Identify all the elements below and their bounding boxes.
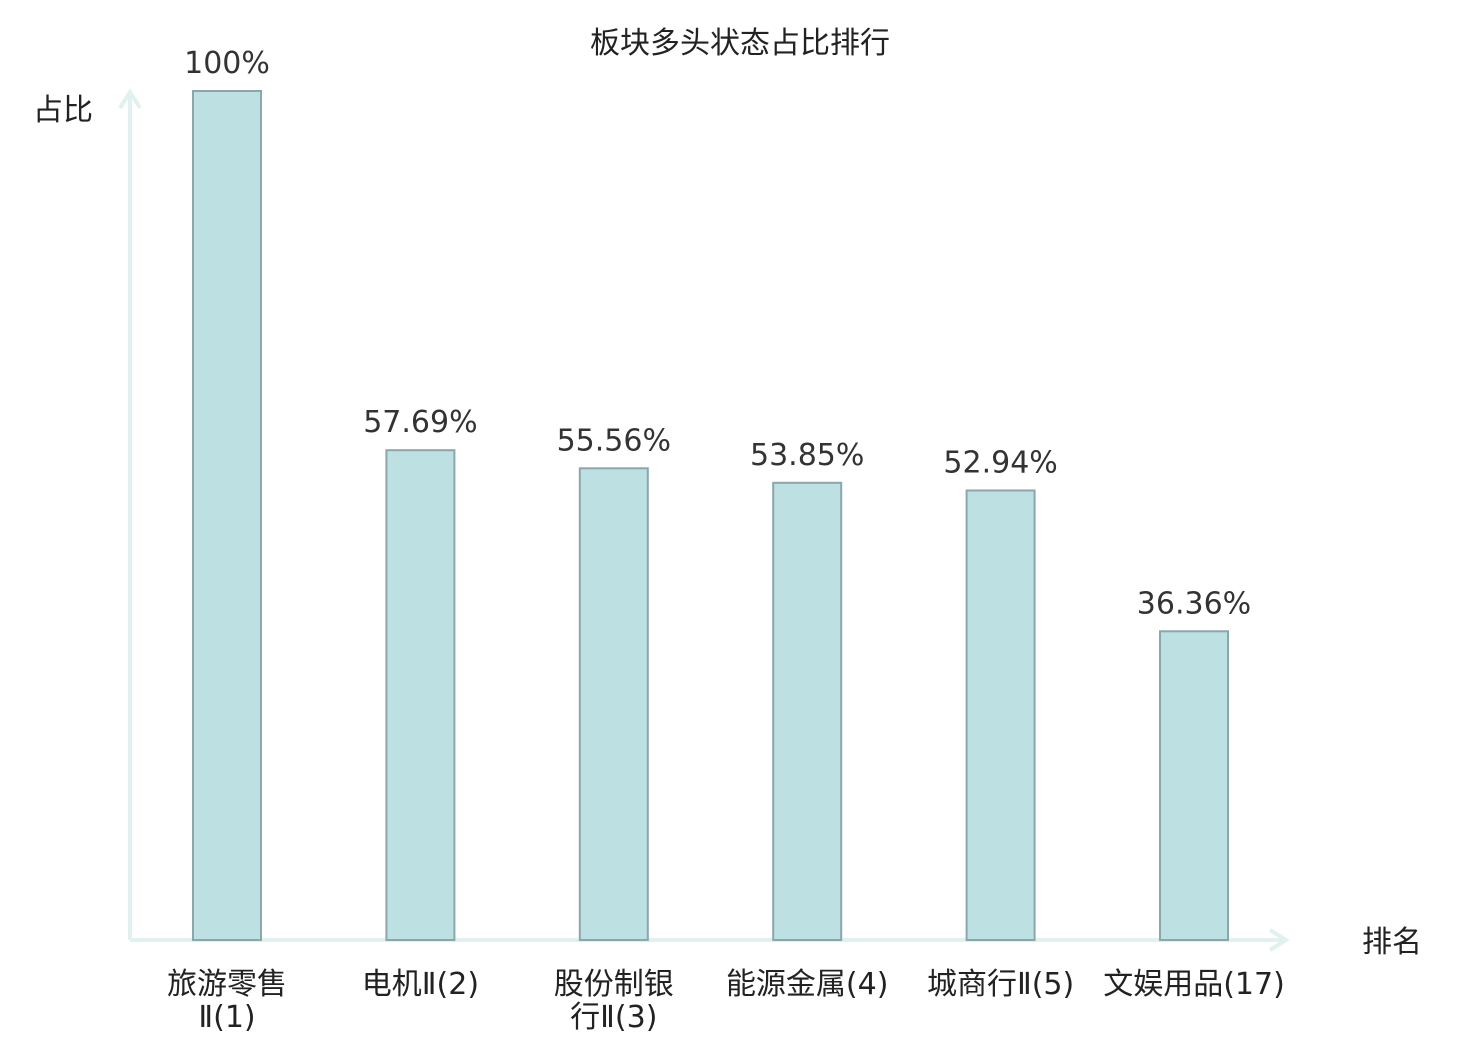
x-tick-label: 能源金属(4)	[726, 967, 889, 1002]
x-tick-label: 城商行Ⅱ(5)	[927, 967, 1074, 1002]
bar-value-label: 100%	[184, 46, 270, 81]
y-axis: 占比	[33, 88, 142, 940]
bar	[772, 481, 843, 941]
x-axis: 排名	[130, 925, 1422, 960]
chart-title: 板块多头状态占比排行	[590, 26, 890, 61]
bar-value-label: 36.36%	[1137, 586, 1251, 621]
x-tick-label: 股份制银	[554, 967, 674, 1002]
x-tick-label: 电机Ⅱ(2)	[362, 967, 479, 1002]
bar	[965, 489, 1036, 941]
value-labels-group: 100% 57.69% 55.56% 53.85% 52.94% 36.36%	[184, 46, 1251, 621]
bar-value-label: 55.56%	[557, 423, 671, 458]
bar-value-label: 57.69%	[363, 405, 477, 440]
bar-value-label: 52.94%	[943, 446, 1057, 481]
y-axis-label: 占比	[33, 93, 93, 128]
x-axis-label: 排名	[1362, 925, 1422, 960]
bar	[385, 449, 456, 941]
x-tick-label: Ⅱ(1)	[198, 1000, 255, 1035]
bars-group	[192, 90, 1229, 941]
bar	[1159, 630, 1229, 941]
y-axis-arrow	[118, 88, 142, 110]
x-tick-label: 文娱用品(17)	[1103, 967, 1285, 1002]
bar-value-label: 53.85%	[750, 438, 864, 473]
x-tick-label: 行Ⅱ(3)	[570, 1000, 657, 1035]
bar	[192, 90, 262, 941]
bar	[578, 467, 649, 941]
x-tick-label: 旅游零售	[167, 967, 287, 1002]
x-axis-arrow	[1268, 928, 1290, 952]
